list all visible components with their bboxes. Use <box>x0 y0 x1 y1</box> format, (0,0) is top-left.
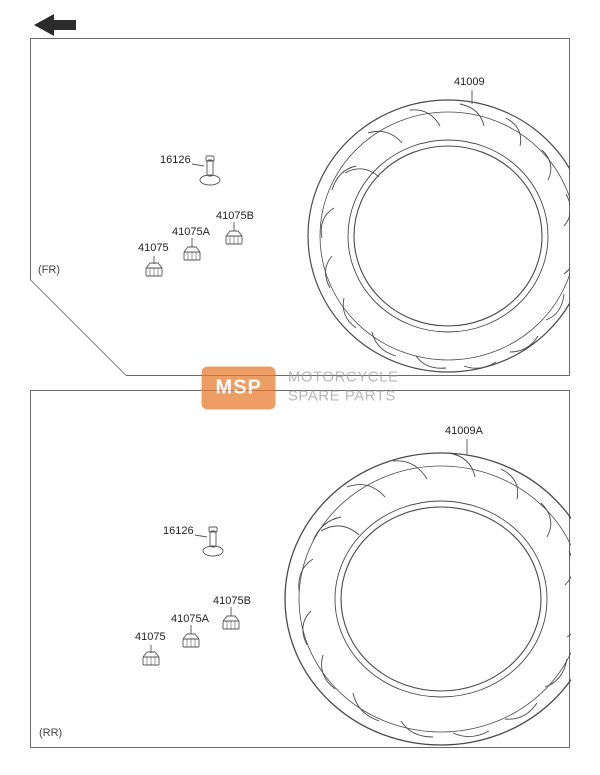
panel-label-rear: (RR) <box>39 727 62 739</box>
weight-icon <box>223 616 239 629</box>
callout-weight-2: 41075A <box>172 226 210 238</box>
callout-weight-rr-2: 41075A <box>171 613 209 625</box>
panel-rear: 41009A 16126 41075 41075A 41075B (RR) <box>30 390 570 748</box>
callout-weight-rr-3: 41075B <box>213 595 251 607</box>
callout-tire-front: 41009 <box>454 76 485 88</box>
valve-icon <box>200 156 220 185</box>
callout-weight-1: 41075 <box>138 242 169 254</box>
callout-weight-3: 41075B <box>216 210 254 222</box>
weight-icon <box>184 247 200 260</box>
callout-weight-rr-1: 41075 <box>135 631 166 643</box>
callout-tire-rear: 41009A <box>445 425 483 437</box>
callout-valve-front: 16126 <box>160 154 191 166</box>
rear-tire-icon <box>285 453 571 745</box>
weight-icon <box>183 634 199 647</box>
weight-icon <box>143 652 159 665</box>
callout-valve-rear: 16126 <box>163 525 194 537</box>
weight-icon <box>146 263 162 276</box>
panel-rear-svg <box>31 391 571 749</box>
page: 41009 16126 41075 41075A 41075B (FR) <box>0 0 600 775</box>
panel-front-svg <box>30 38 570 376</box>
valve-icon <box>203 527 223 556</box>
panel-label-front: (FR) <box>38 264 60 276</box>
back-arrow-icon <box>34 14 76 36</box>
front-tire-icon <box>308 100 570 372</box>
panel-front: 41009 16126 41075 41075A 41075B (FR) <box>30 38 570 376</box>
weight-icon <box>226 231 242 244</box>
